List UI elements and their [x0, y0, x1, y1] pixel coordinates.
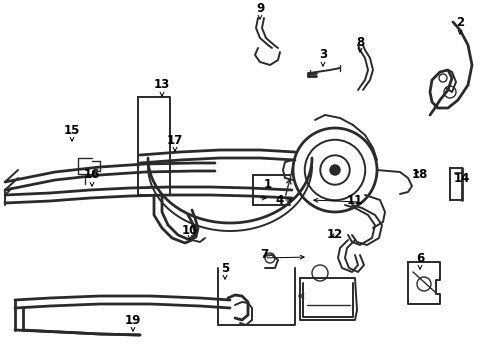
Text: 18: 18 — [412, 168, 428, 181]
Text: 2: 2 — [456, 15, 464, 28]
Text: 9: 9 — [256, 1, 264, 14]
Text: 16: 16 — [84, 168, 100, 181]
Text: 3: 3 — [319, 49, 327, 62]
Text: 10: 10 — [182, 224, 198, 237]
Text: 13: 13 — [154, 78, 170, 91]
Text: 11: 11 — [347, 194, 363, 207]
Text: 8: 8 — [356, 36, 364, 49]
Text: 15: 15 — [64, 123, 80, 136]
Text: 17: 17 — [167, 134, 183, 147]
Circle shape — [330, 165, 340, 175]
Text: 4: 4 — [276, 194, 284, 207]
Text: 12: 12 — [327, 229, 343, 242]
Text: 19: 19 — [125, 314, 141, 327]
Text: 14: 14 — [454, 171, 470, 184]
Text: 1: 1 — [264, 179, 272, 192]
Text: 5: 5 — [221, 261, 229, 274]
Text: 6: 6 — [416, 252, 424, 265]
Text: 7: 7 — [260, 248, 268, 261]
